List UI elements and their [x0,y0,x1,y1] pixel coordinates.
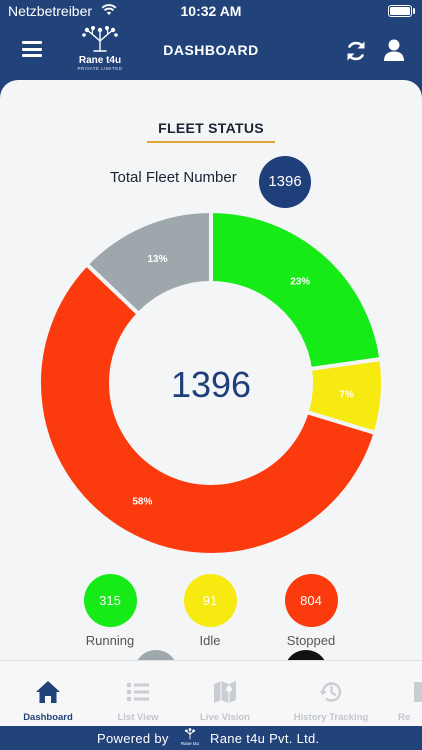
fleet-donut-chart: 23% 7% 58% 13% 1396 [37,208,385,557]
running-count: 315 [83,574,137,627]
dashboard-card: FLEET STATUS Total Fleet Number 1396 23%… [0,80,422,680]
tab-label: Dashboard [23,712,73,723]
wifi-icon [101,4,117,15]
user-icon[interactable] [383,38,405,62]
carrier-label: Netzbetreiber [8,3,93,19]
tab-history-tracking[interactable]: History Tracking [286,661,376,727]
footer-logo-name: Rane t4u [180,741,200,746]
fleet-status-title: FLEET STATUS [158,120,264,136]
company-name: Rane t4u Pvt. Ltd. [210,731,320,746]
tree-logo-icon [82,26,118,52]
report-icon [414,682,422,702]
tab-reports[interactable]: Re [398,661,422,727]
home-icon [36,681,60,703]
app-bar: Rane t4u PRIVATE LIMITED DASHBOARD [0,22,422,80]
tab-list-view[interactable]: List View [93,661,183,727]
donut-slice-label-0: 23% [290,276,310,287]
total-fleet-label: Total Fleet Number [110,169,237,186]
tree-logo-icon [185,728,195,740]
stopped-label: Stopped [286,633,336,648]
donut-slice-2 [37,261,379,557]
title-underline [147,141,275,143]
menu-icon[interactable] [22,41,42,57]
tab-live-vision[interactable]: Live Vision [180,661,270,727]
stopped-count: 804 [284,574,338,627]
status-stopped[interactable]: 804 Stopped [276,574,346,648]
tab-label: History Tracking [293,712,369,723]
tab-dashboard[interactable]: Dashboard [3,661,93,727]
list-icon [127,683,149,701]
brand-logo: Rane t4u PRIVATE LIMITED [74,26,126,71]
running-label: Running [85,633,135,648]
map-icon [214,681,236,703]
tab-label: Live Vision [200,712,250,723]
donut-slice-3 [83,208,213,317]
status-bar: Netzbetreiber 10:32 AM [0,0,422,22]
footer: Powered by Rane t4u Rane t4u Pvt. Ltd. [0,726,422,750]
status-idle[interactable]: 91 Idle [182,574,238,648]
donut-slice-label-2: 58% [132,496,152,507]
donut-slice-label-1: 7% [339,390,354,401]
donut-slice-label-3: 13% [147,254,167,265]
logo-name: Rane t4u [78,55,122,66]
idle-count: 91 [183,574,237,627]
battery-icon [388,5,415,17]
bottom-tab-bar: Dashboard List View Live Vision History … [0,660,422,727]
footer-logo: Rane t4u [178,727,202,746]
tab-label: List View [117,712,159,723]
clock: 10:32 AM [180,3,242,19]
donut-slice-0 [209,208,384,372]
total-fleet-badge: 1396 [259,156,311,208]
donut-center-label: 1396 [171,364,251,405]
history-icon [319,682,342,702]
idle-label: Idle [199,633,221,648]
tab-label: Re [398,712,411,723]
logo-subtitle: PRIVATE LIMITED [77,66,123,71]
status-running[interactable]: 315 Running [82,574,138,648]
refresh-icon[interactable] [344,39,368,63]
page-title: DASHBOARD [163,42,259,58]
powered-by-label: Powered by [97,731,169,746]
